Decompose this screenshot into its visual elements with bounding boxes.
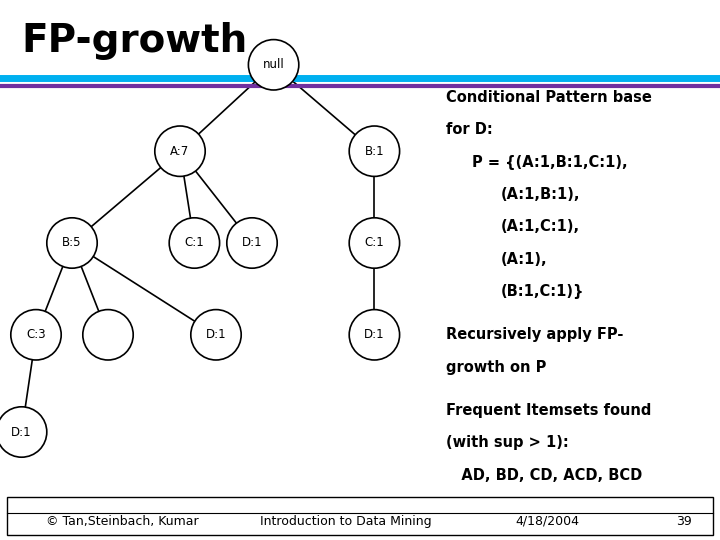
Ellipse shape <box>191 309 241 360</box>
Text: Conditional Pattern base: Conditional Pattern base <box>446 90 652 105</box>
Text: growth on P: growth on P <box>446 360 546 375</box>
Text: (B:1,C:1)}: (B:1,C:1)} <box>500 284 584 299</box>
Text: P = {(A:1,B:1,C:1),: P = {(A:1,B:1,C:1), <box>472 154 627 170</box>
Text: B:1: B:1 <box>364 145 384 158</box>
Text: Introduction to Data Mining: Introduction to Data Mining <box>260 515 431 528</box>
Text: D:1: D:1 <box>242 237 262 249</box>
Text: (A:1),: (A:1), <box>500 252 547 267</box>
Text: Frequent Itemsets found: Frequent Itemsets found <box>446 403 652 418</box>
Text: (with sup > 1):: (with sup > 1): <box>446 435 569 450</box>
Ellipse shape <box>47 218 97 268</box>
Text: D:1: D:1 <box>12 426 32 438</box>
Text: B:5: B:5 <box>62 237 82 249</box>
Ellipse shape <box>227 218 277 268</box>
Text: © Tan,Steinbach, Kumar: © Tan,Steinbach, Kumar <box>46 515 199 528</box>
Ellipse shape <box>155 126 205 177</box>
Ellipse shape <box>349 126 400 177</box>
Text: D:1: D:1 <box>364 328 384 341</box>
Text: 39: 39 <box>676 515 692 528</box>
Text: for D:: for D: <box>446 122 493 137</box>
Ellipse shape <box>248 39 299 90</box>
Ellipse shape <box>11 309 61 360</box>
Ellipse shape <box>349 309 400 360</box>
Text: (A:1,C:1),: (A:1,C:1), <box>500 219 580 234</box>
Text: FP-growth: FP-growth <box>22 22 248 59</box>
Text: C:1: C:1 <box>184 237 204 249</box>
Text: C:3: C:3 <box>26 328 46 341</box>
Text: D:1: D:1 <box>206 328 226 341</box>
Text: C:1: C:1 <box>364 237 384 249</box>
Ellipse shape <box>169 218 220 268</box>
Ellipse shape <box>349 218 400 268</box>
Text: AD, BD, CD, ACD, BCD: AD, BD, CD, ACD, BCD <box>446 468 643 483</box>
Text: (A:1,B:1),: (A:1,B:1), <box>500 187 580 202</box>
Ellipse shape <box>83 309 133 360</box>
Text: A:7: A:7 <box>171 145 189 158</box>
Text: null: null <box>263 58 284 71</box>
Text: Recursively apply FP-: Recursively apply FP- <box>446 327 624 342</box>
Ellipse shape <box>0 407 47 457</box>
Text: 4/18/2004: 4/18/2004 <box>516 515 579 528</box>
